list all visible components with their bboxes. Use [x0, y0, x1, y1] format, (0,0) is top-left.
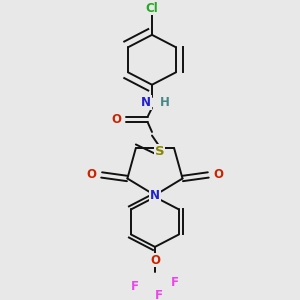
Text: F: F — [171, 276, 179, 289]
Text: O: O — [87, 168, 97, 182]
Text: N: N — [150, 189, 160, 202]
Text: Cl: Cl — [146, 2, 158, 15]
Text: O: O — [150, 254, 160, 267]
Text: H: H — [160, 96, 170, 109]
Text: O: O — [213, 168, 223, 182]
Text: S: S — [155, 145, 165, 158]
Text: O: O — [111, 113, 121, 126]
Text: N: N — [141, 96, 151, 109]
Text: F: F — [155, 289, 163, 300]
Text: F: F — [131, 280, 139, 292]
